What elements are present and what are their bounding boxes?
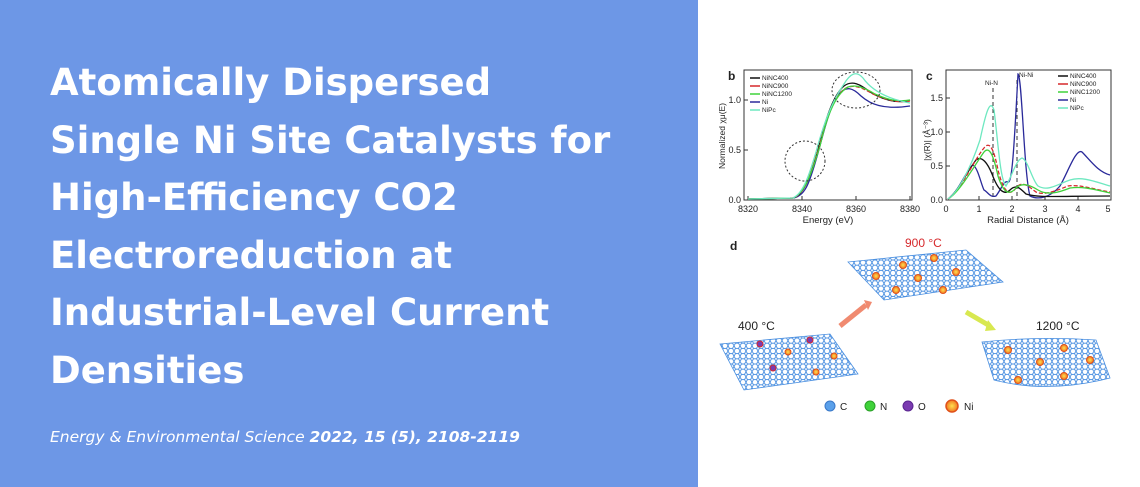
y-tick-label: 1.0 <box>728 95 741 105</box>
legend-label: NiPc <box>762 107 776 114</box>
y-tick-label: 0.0 <box>728 195 741 205</box>
panel-b-label: b <box>728 69 735 83</box>
y-tick-label: 0.5 <box>930 161 943 171</box>
y-tick-label: 1.5 <box>930 93 943 103</box>
x-tick-label: 8320 <box>738 204 758 214</box>
temperature-900: 900 °C <box>905 236 942 250</box>
x-tick-label: 0 <box>943 204 948 214</box>
title-line: Densities <box>50 348 245 392</box>
series-line-ni <box>747 88 911 200</box>
figure-panel: b 0.0 0.5 1.0 8320 8340 8360 8380 Energy… <box>698 0 1140 487</box>
panel-b-frame <box>743 69 913 201</box>
legend-label: NiPc <box>1070 105 1084 112</box>
panel-c-legend: NiNC400 NiNC900 NiNC1200 Ni NiPc <box>1058 73 1100 112</box>
oxygen-atom-icon <box>902 400 914 412</box>
series-line-ninc400 <box>947 158 1111 200</box>
title-line: Industrial-Level Current <box>50 291 550 334</box>
legend-label: Ni <box>762 99 768 106</box>
panel-b-series <box>747 73 911 200</box>
graphene-sheet-1200 <box>981 338 1111 387</box>
arrow-to-900 <box>838 303 868 328</box>
graphene-sheet-400 <box>719 333 859 391</box>
panel-c-chart: c 0.0 0.5 1.0 1.5 0 1 2 3 4 5 Radial Dis… <box>922 69 1112 226</box>
panel-c-xlabel: Radial Distance (Å) <box>987 215 1069 226</box>
x-tick-label: 8340 <box>792 204 812 214</box>
series-line-ninc400 <box>747 82 911 200</box>
title-line: Single Ni Site Catalysts for <box>50 118 611 162</box>
pre-edge-highlight <box>784 140 826 182</box>
nitrogen-atom-icon <box>864 400 876 412</box>
panel-d-label: d <box>730 239 737 253</box>
panel-b-chart: b 0.0 0.5 1.0 8320 8340 8360 8380 Energy… <box>717 69 920 226</box>
figure-graphic: b 0.0 0.5 1.0 8320 8340 8360 8380 Energy… <box>717 69 1112 413</box>
panel-c-label: c <box>926 69 933 83</box>
atom-legend: C N O Ni <box>824 399 973 413</box>
series-line-ninc1200 <box>947 149 1111 200</box>
legend-label: Ni <box>1070 97 1076 104</box>
ni-sites-900 <box>872 254 960 294</box>
article-title: Atomically Dispersed Single Ni Site Cata… <box>50 54 690 399</box>
panel-c-series <box>947 72 1111 200</box>
atom-legend-label: O <box>918 402 926 413</box>
x-tick-label: 5 <box>1105 204 1110 214</box>
panel-b-y-ticks: 0.0 0.5 1.0 <box>728 95 748 205</box>
panel-b-legend: NiNC400 NiNC900 NiNC1200 Ni NiPc <box>750 75 792 114</box>
ni-sites-1200 <box>1004 344 1094 384</box>
x-tick-label: 2 <box>1009 204 1014 214</box>
title-line: High-Efficiency CO2 <box>50 176 458 219</box>
panel-c-frame <box>945 69 1112 201</box>
nickel-atom-icon <box>945 399 959 413</box>
panel-c-y-ticks: 0.0 0.5 1.0 1.5 <box>930 93 950 205</box>
y-tick-label: 0.0 <box>930 195 943 205</box>
panel-d-schematic: d 900 °C 400 °C 12 <box>719 236 1111 413</box>
carbon-atom-icon <box>824 400 836 412</box>
x-tick-label: 8380 <box>900 204 920 214</box>
atom-legend-label: Ni <box>964 402 973 413</box>
panel-c-ylabel: |χ(R)| (Å⁻³) <box>922 119 932 161</box>
journal-reference: 2022, 15 (5), 2108-2119 <box>309 428 520 446</box>
x-tick-label: 1 <box>976 204 981 214</box>
x-tick-label: 3 <box>1042 204 1047 214</box>
atom-legend-label: N <box>880 402 887 413</box>
panel-b-x-ticks: 8320 8340 8360 8380 <box>738 196 920 214</box>
ni-ni-annotation: Ni-Ni <box>1019 72 1033 79</box>
panel-b-ylabel: Normalized χμ(E) <box>717 103 727 169</box>
title-line: Electroreduction at <box>50 233 453 277</box>
series-line-nipc <box>747 73 911 200</box>
panel-b-xlabel: Energy (eV) <box>803 215 854 226</box>
legend-label: NiNC900 <box>1070 81 1097 88</box>
white-line-highlight <box>831 71 881 109</box>
series-line-ninc900 <box>747 85 911 200</box>
y-tick-label: 1.0 <box>930 127 943 137</box>
panel-c-x-ticks: 0 1 2 3 4 5 <box>943 196 1112 214</box>
legend-label: NiNC400 <box>762 75 789 82</box>
legend-label: NiNC1200 <box>1070 89 1100 96</box>
y-tick-label: 0.5 <box>728 145 741 155</box>
arrow-head-1200 <box>985 320 996 331</box>
x-tick-label: 4 <box>1075 204 1080 214</box>
atom-legend-label: C <box>840 402 847 413</box>
series-line-ninc1200 <box>747 85 911 200</box>
graphene-sheet-900 <box>847 249 1004 301</box>
journal-name: Energy & Environmental Science <box>50 428 305 446</box>
legend-label: NiNC900 <box>762 83 789 90</box>
arrow-head-900 <box>864 300 872 310</box>
series-line-ni <box>947 72 1111 200</box>
legend-label: NiNC400 <box>1070 73 1097 80</box>
sites-400 <box>756 336 838 376</box>
temperature-400: 400 °C <box>738 319 775 333</box>
series-line-nipc <box>947 105 1111 200</box>
legend-label: NiNC1200 <box>762 91 792 98</box>
title-line: Atomically Dispersed <box>50 61 492 104</box>
ni-n-annotation: Ni-N <box>985 80 998 87</box>
temperature-1200: 1200 °C <box>1036 319 1080 333</box>
title-panel: Atomically Dispersed Single Ni Site Cata… <box>0 0 698 487</box>
citation: Energy & Environmental Science 2022, 15 … <box>50 428 520 446</box>
arrow-to-1200 <box>964 309 992 329</box>
x-tick-label: 8360 <box>846 204 866 214</box>
